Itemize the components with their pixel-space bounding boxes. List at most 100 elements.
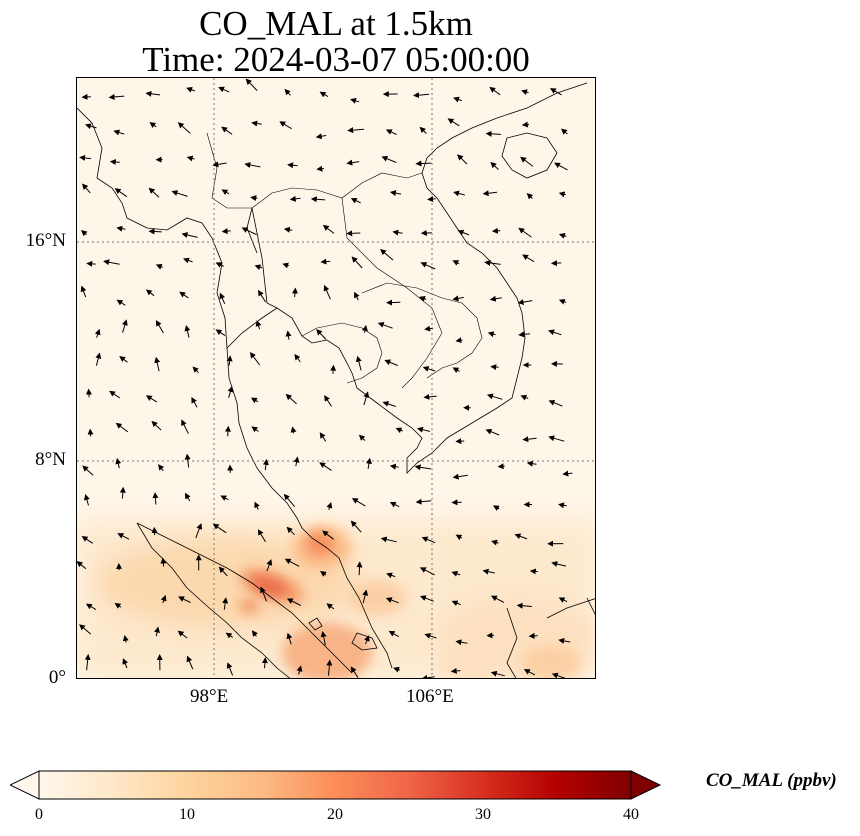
wind-arrow: [324, 395, 333, 407]
wind-arrow: [154, 626, 160, 637]
wind-arrow: [558, 232, 567, 239]
wind-arrow: [330, 364, 337, 374]
wind-arrow: [548, 435, 565, 442]
wind-arrow: [151, 420, 162, 431]
wind-arrow: [558, 191, 567, 198]
wind-arrow: [148, 187, 160, 198]
colorbar-label: CO_MAL (ppbv): [706, 770, 837, 791]
wind-arrow: [285, 393, 297, 405]
wind-arrow: [184, 492, 191, 502]
wind-arrow: [427, 196, 436, 203]
wind-arrow: [551, 561, 567, 567]
wind-arrow: [558, 298, 567, 305]
wind-arrow: [319, 462, 332, 471]
wind-arrow: [455, 534, 463, 541]
wind-arrow: [122, 634, 129, 643]
wind-arrow: [347, 127, 365, 134]
wind-arrow: [521, 89, 529, 96]
wind-arrow: [266, 559, 273, 572]
wind-arrow: [421, 536, 436, 544]
concentration-field: [77, 518, 595, 678]
wind-arrow: [225, 632, 233, 639]
wind-arrow: [365, 457, 372, 469]
wind-arrow: [145, 90, 161, 97]
wind-arrow: [109, 159, 120, 165]
wind-arrow: [227, 385, 234, 398]
wind-arrow: [350, 666, 359, 678]
wind-arrow: [482, 190, 498, 197]
wind-arrow: [523, 669, 536, 676]
wind-arrow: [186, 655, 194, 670]
wind-arrow: [81, 183, 91, 194]
wind-arrow: [346, 159, 360, 166]
wind-arrow: [386, 572, 396, 579]
wind-arrow: [363, 391, 370, 406]
wind-arrow: [526, 193, 534, 200]
wind-arrow: [489, 86, 501, 96]
wind-arrow: [521, 121, 530, 128]
wind-arrow: [154, 356, 161, 372]
wind-arrow: [455, 337, 463, 344]
wind-arrow: [155, 264, 163, 270]
map-title-line1: CO_MAL at 1.5km: [199, 4, 473, 43]
wind-arrow: [319, 432, 327, 442]
wind-arrow: [119, 486, 126, 499]
wind-arrow: [285, 330, 292, 340]
wind-arrow: [516, 602, 532, 609]
wind-arrow: [381, 155, 397, 163]
wind-arrow: [222, 597, 229, 610]
wind-arrow: [482, 568, 495, 575]
wind-arrow: [489, 295, 502, 302]
wind-arrow: [310, 196, 326, 203]
wind-arrow: [322, 224, 335, 234]
wind-arrow: [351, 498, 366, 507]
wind-arrow: [86, 260, 96, 267]
colorbar-tick-30: 30: [475, 806, 491, 823]
wind-arrow: [452, 295, 464, 302]
wind-arrow: [255, 320, 262, 330]
wind-arrow: [322, 530, 334, 540]
wind-arrow: [362, 324, 368, 333]
wind-arrow: [116, 225, 126, 232]
wind-arrow: [452, 260, 460, 266]
wind-arrow: [177, 122, 191, 134]
wind-arrow: [109, 390, 121, 399]
wind-arrow: [116, 299, 126, 306]
wind-arrow: [261, 657, 268, 669]
wind-arrow: [262, 458, 269, 471]
wind-arrow: [491, 227, 501, 234]
wind-arrow: [364, 635, 370, 645]
wind-arrow: [517, 299, 533, 306]
wind-arrow: [257, 289, 267, 303]
wind-arrow: [549, 88, 562, 96]
wind-arrow: [382, 401, 396, 407]
wind-arrow: [486, 393, 503, 400]
wind-arrow: [392, 229, 403, 236]
wind-arrow: [119, 356, 128, 363]
wind-arrow: [80, 230, 88, 237]
wind-arrow: [250, 397, 259, 404]
wind-arrow: [420, 262, 436, 270]
wind-arrow: [416, 426, 431, 433]
wind-arrow: [218, 86, 230, 93]
wind-arrow: [451, 600, 461, 606]
wind-arrow: [355, 355, 362, 371]
wind-arrow: [184, 453, 191, 468]
wind-arrow: [215, 262, 225, 268]
wind-arrow: [362, 589, 369, 604]
wind-arrow: [148, 228, 162, 235]
wind-arrow: [145, 395, 158, 403]
wind-arrow: [221, 189, 230, 196]
wind-arrow: [115, 457, 122, 469]
colorbar-extend-min: [10, 770, 40, 800]
wind-arrow: [257, 529, 266, 543]
wind-arrow: [95, 352, 102, 366]
wind-arrow: [79, 624, 92, 635]
wind-arrow: [356, 561, 363, 576]
wind-arrow: [220, 495, 229, 501]
wind-arrow: [457, 154, 468, 165]
wind-arrow: [452, 367, 460, 373]
wind-arrow: [548, 399, 563, 407]
wind-arrow: [554, 162, 568, 171]
wind-arrow: [115, 422, 129, 433]
